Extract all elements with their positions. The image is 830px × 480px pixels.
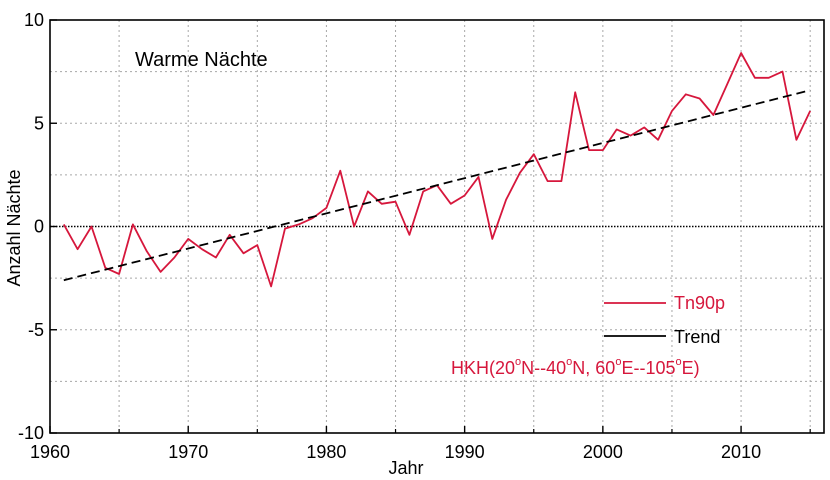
annotation-prefix: HKH( bbox=[451, 358, 495, 378]
y-axis-ticks: -10 -5 0 5 10 bbox=[18, 10, 57, 443]
y-tick-label: 10 bbox=[24, 10, 44, 30]
region-annotation: HKH(20oN--40oN, 60oE--105oE) bbox=[451, 356, 700, 378]
plot-frame bbox=[49, 19, 825, 434]
degree-symbol: o bbox=[675, 356, 681, 368]
x-tick-label: 2010 bbox=[721, 442, 761, 462]
annotation-lat-start: 20 bbox=[495, 358, 515, 378]
degree-symbol: o bbox=[566, 356, 572, 368]
degree-symbol: o bbox=[615, 356, 621, 368]
x-tick-label: 1960 bbox=[30, 442, 70, 462]
legend-label-trend: Trend bbox=[674, 327, 720, 347]
x-tick-label: 1990 bbox=[445, 442, 485, 462]
annotation-suffix: E) bbox=[682, 358, 700, 378]
y-tick-label: 0 bbox=[34, 217, 44, 237]
x-axis-label: Jahr bbox=[388, 458, 423, 478]
y-tick-label: -10 bbox=[18, 423, 44, 443]
annotation-lat-end: N--40 bbox=[521, 358, 566, 378]
series-line-trend bbox=[63, 89, 811, 282]
legend: Tn90p Trend bbox=[604, 293, 725, 347]
x-tick-label: 1970 bbox=[168, 442, 208, 462]
y-tick-label: 5 bbox=[34, 113, 44, 133]
degree-symbol: o bbox=[515, 356, 521, 368]
annotation-lon-end: E--105 bbox=[621, 358, 675, 378]
x-axis-ticks: 1960 1970 1980 1990 2000 2010 bbox=[30, 426, 811, 462]
y-tick-label: -5 bbox=[28, 320, 44, 340]
x-tick-label: 2000 bbox=[583, 442, 623, 462]
annotation-lon-start: N, 60 bbox=[572, 358, 615, 378]
series-group bbox=[63, 52, 812, 288]
chart-title: Warme Nächte bbox=[135, 49, 268, 71]
x-tick-label: 1980 bbox=[306, 442, 346, 462]
y-axis-label: Anzahl Nächte bbox=[4, 169, 24, 286]
legend-label-tn90p: Tn90p bbox=[674, 293, 725, 313]
